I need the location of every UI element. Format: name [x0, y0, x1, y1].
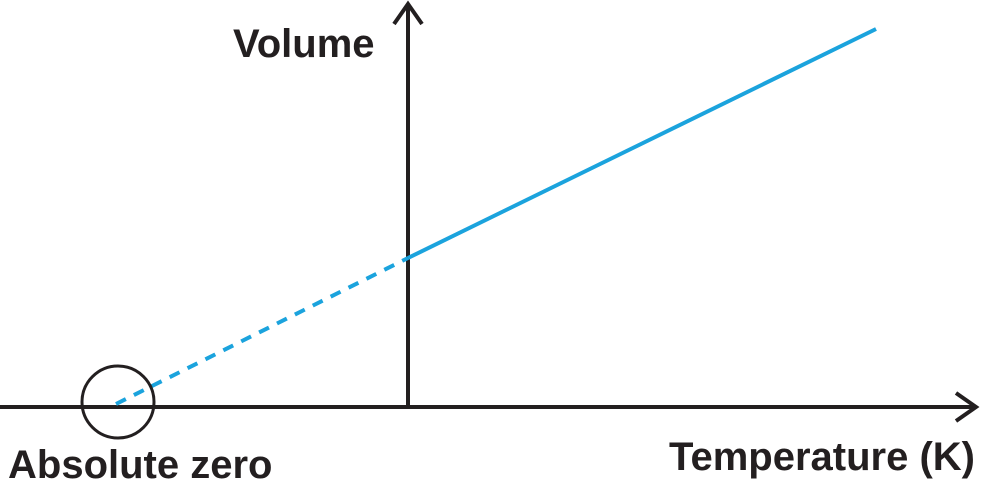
volume-line	[407, 27, 877, 260]
x-axis-label: Temperature (K)	[669, 435, 975, 479]
x-axis-arrow	[954, 391, 980, 423]
y-axis-label: Volume	[233, 22, 375, 66]
extrapolation-line	[115, 256, 409, 406]
annotation: Absolute zero	[8, 443, 272, 482]
y-axis-arrow	[392, 0, 424, 26]
absolute-zero-circle	[80, 364, 156, 440]
